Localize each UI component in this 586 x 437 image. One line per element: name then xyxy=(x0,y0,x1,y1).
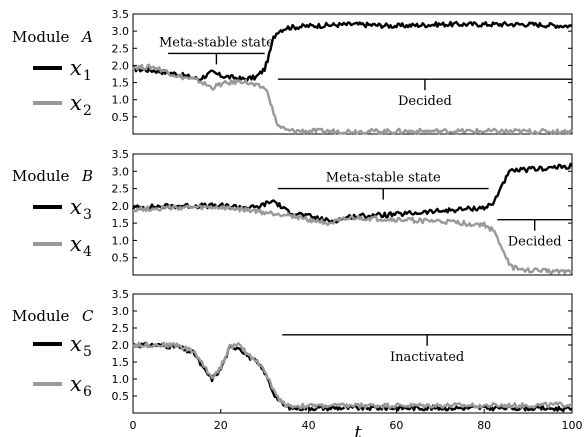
legend-var-x4: x xyxy=(70,232,82,256)
legend-var-x5: x xyxy=(70,332,82,356)
annotation-label: Inactivated xyxy=(390,350,464,365)
y-tick-label: 2.5 xyxy=(112,183,130,196)
annotation-label: Meta-stable state xyxy=(326,171,441,186)
x-tick-label: 0 xyxy=(130,419,137,432)
annotation-label: Decided xyxy=(398,94,452,109)
x-tick-label: 100 xyxy=(562,419,583,432)
plot-frame xyxy=(132,153,573,276)
annotation-label: Decided xyxy=(508,235,562,250)
y-tick-label: 3.0 xyxy=(112,305,130,318)
plot-frame xyxy=(132,293,573,414)
y-tick-label: 3.5 xyxy=(112,288,130,301)
series-line-x5 xyxy=(132,341,573,413)
legend-sub-x4: 4 xyxy=(83,244,92,260)
y-tick-label: 3.0 xyxy=(112,25,130,38)
x-tick-label: 40 xyxy=(302,419,316,432)
x-tick-label: 80 xyxy=(477,419,491,432)
y-tick-label: 0.5 xyxy=(112,252,130,265)
series-line-x6 xyxy=(132,341,572,410)
series-line-x1 xyxy=(133,20,573,82)
y-tick-label: 2.5 xyxy=(112,322,130,335)
y-tick-label: 1.0 xyxy=(112,94,130,107)
x-tick-label: 20 xyxy=(214,419,228,432)
module-label-word: Module xyxy=(12,167,69,185)
annotation-label: Meta-stable state xyxy=(159,35,274,50)
module-label-letter: B xyxy=(81,167,93,185)
legend-sub-x2: 2 xyxy=(83,103,92,119)
legend-sub-x6: 6 xyxy=(83,384,92,400)
y-tick-label: 1.0 xyxy=(112,373,130,386)
module-label-word: Module xyxy=(12,307,69,325)
y-tick-label: 3.5 xyxy=(112,148,130,161)
legend-var-x2: x xyxy=(70,91,82,115)
x-tick-label: 60 xyxy=(389,419,403,432)
series-line-x2 xyxy=(132,63,573,135)
module-label-letter: A xyxy=(80,28,93,46)
y-tick-label: 0.5 xyxy=(112,390,130,403)
legend-sub-x1: 1 xyxy=(83,68,92,84)
x-axis-label: t xyxy=(354,422,362,437)
y-tick-label: 2.0 xyxy=(112,339,130,352)
legend-sub-x5: 5 xyxy=(83,344,92,360)
y-tick-label: 1.5 xyxy=(112,217,130,230)
y-tick-label: 2.0 xyxy=(112,59,130,72)
y-tick-label: 2.0 xyxy=(112,200,130,213)
legend-var-x6: x xyxy=(70,372,82,396)
legend-var-x3: x xyxy=(70,195,82,219)
y-tick-label: 2.5 xyxy=(112,42,130,55)
y-tick-label: 3.5 xyxy=(112,8,130,21)
y-tick-label: 1.5 xyxy=(112,77,130,90)
module-label-word: Module xyxy=(12,28,69,46)
module-label-letter: C xyxy=(82,307,94,325)
y-tick-label: 1.5 xyxy=(112,356,130,369)
y-tick-label: 1.0 xyxy=(112,234,130,247)
series-line-x4 xyxy=(133,204,573,275)
legend-var-x1: x xyxy=(70,56,82,80)
y-tick-label: 0.5 xyxy=(112,111,130,124)
plot-frame xyxy=(132,13,573,135)
legend-sub-x3: 3 xyxy=(83,207,92,223)
y-tick-label: 3.0 xyxy=(112,165,130,178)
